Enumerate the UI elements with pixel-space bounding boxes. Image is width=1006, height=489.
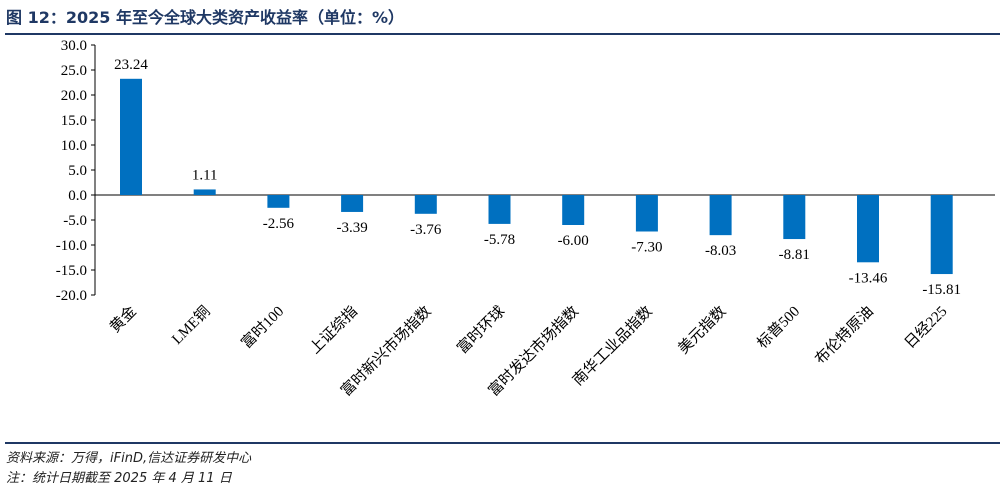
- y-tick-label: 20.0: [61, 88, 87, 104]
- category-label: 日经225: [901, 303, 950, 352]
- bar-chart: 30.0 25.0 20.0 15.0 10.0 5.0 0.0 -5.0 -10.0 -15.0…: [56, 38, 995, 400]
- category-label: 美元指数: [675, 303, 729, 357]
- data-label: -13.46: [849, 270, 888, 286]
- data-label: -8.03: [705, 243, 736, 259]
- data-label: -7.30: [631, 240, 662, 256]
- y-tick-label: -15.0: [56, 263, 87, 279]
- y-tick-label: 10.0: [61, 138, 87, 154]
- data-label: -3.39: [336, 220, 367, 236]
- y-tick-label: 30.0: [61, 38, 87, 54]
- bar: [562, 195, 585, 225]
- category-label: 黄金: [107, 303, 140, 336]
- bar: [267, 195, 290, 208]
- category-label: LME铜: [169, 303, 214, 348]
- bar: [783, 195, 806, 240]
- y-tick-label: 5.0: [68, 163, 87, 179]
- y-tick-label: -20.0: [56, 288, 87, 304]
- y-tick-label: 25.0: [61, 63, 87, 79]
- data-label: -6.00: [558, 233, 589, 249]
- category-label: 上证综指: [306, 303, 360, 357]
- bar: [193, 189, 216, 195]
- category-label: 标普500: [754, 303, 803, 352]
- y-tick-label: -10.0: [56, 238, 87, 254]
- data-label: -8.81: [779, 247, 810, 263]
- chart-title: 图 12：2025 年至今全球大类资产收益率（单位：%）: [6, 8, 404, 27]
- data-label: -5.78: [484, 232, 515, 248]
- data-label: 1.11: [192, 167, 218, 183]
- data-label: -2.56: [263, 216, 295, 232]
- source-note: 资料来源：万得，iFinD,信达证券研发中心: [6, 451, 252, 466]
- y-tick-label: -5.0: [63, 213, 87, 229]
- top-rule: [5, 33, 1000, 35]
- bottom-rule: [5, 442, 1000, 444]
- category-label: 布伦特原油: [812, 303, 877, 368]
- bar: [930, 195, 953, 275]
- bar: [709, 195, 732, 236]
- y-tick-label: 0.0: [68, 188, 87, 204]
- category-label: 南华工业品指数: [569, 303, 655, 389]
- data-label: 23.24: [114, 57, 148, 73]
- bar: [414, 195, 437, 214]
- bar: [635, 195, 658, 232]
- y-tick-label: 15.0: [61, 113, 87, 129]
- data-label: -3.76: [410, 222, 442, 238]
- date-note: 注：统计日期截至 2025 年 4 月 11 日: [6, 471, 232, 486]
- category-label: 富时100: [237, 302, 287, 352]
- bar: [488, 195, 511, 224]
- bar: [120, 78, 142, 195]
- data-label: -15.81: [922, 282, 961, 298]
- bar: [341, 195, 364, 212]
- category-label: 富时环球: [453, 302, 508, 357]
- bar: [857, 195, 879, 263]
